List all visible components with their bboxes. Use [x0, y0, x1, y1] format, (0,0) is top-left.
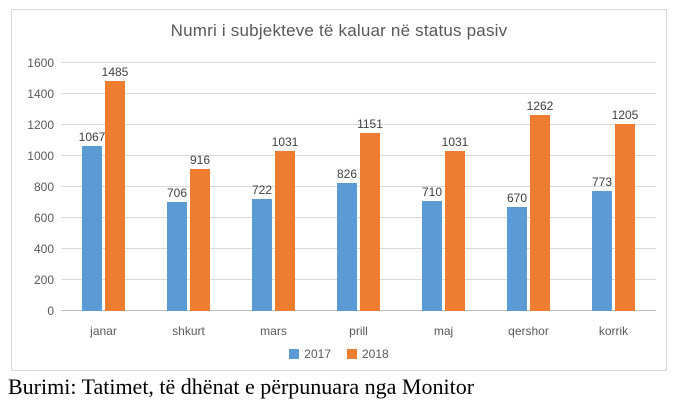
value-label: 722 [251, 183, 273, 198]
y-tick-label: 1200 [27, 118, 54, 132]
bar-group-qershor: 670 1262 [486, 63, 571, 311]
x-axis-label-korrik: korrik [598, 324, 629, 338]
bar-2017-qershor: 670 [507, 192, 527, 311]
y-tick-label: 600 [33, 211, 54, 225]
bar-2018-prill: 1151 [357, 118, 383, 311]
value-label: 1031 [271, 135, 299, 150]
value-label: 826 [336, 166, 358, 181]
bar-2017-prill: 826 [337, 168, 357, 311]
bar-group-shkurt: 706 916 [146, 63, 231, 311]
x-axis-labels: janar shkurt mars prill maj qershor korrik [61, 312, 656, 338]
value-label: 1262 [526, 99, 554, 114]
bar-2018-korrik: 1205 [612, 109, 638, 311]
legend: 2017 2018 [12, 347, 666, 361]
legend-swatch-icon [289, 349, 300, 359]
gridline [61, 124, 656, 125]
x-axis-label-maj: maj [433, 324, 454, 338]
bar-2018-qershor: 1262 [527, 100, 553, 311]
bar-2017-maj: 710 [422, 186, 442, 311]
source-caption: Burimi: Tatimet, të dhënat e përpunuara … [8, 374, 475, 399]
gridline [61, 217, 656, 218]
value-label: 1151 [357, 116, 383, 131]
y-tick-label: 800 [33, 180, 54, 194]
y-tick-label: 1400 [27, 87, 54, 101]
y-tick-label: 400 [33, 242, 54, 256]
bar-2017-shkurt: 706 [167, 187, 187, 311]
value-label: 916 [189, 153, 211, 168]
value-label: 670 [506, 191, 528, 206]
y-tick-label: 1000 [27, 149, 54, 163]
chart-box: Numri i subjekteve të kaluar në status p… [11, 9, 667, 371]
legend-item-2017: 2017 [289, 347, 331, 361]
bar-group-maj: 710 1031 [401, 63, 486, 311]
legend-label: 2018 [362, 347, 389, 361]
bar-group-mars: 722 1031 [231, 63, 316, 311]
chart-title: Numri i subjekteve të kaluar në status p… [170, 21, 508, 40]
gridline [61, 186, 656, 187]
bar-group-janar: 1067 1485 [61, 63, 146, 311]
bar-2017-mars: 722 [252, 184, 272, 311]
value-label: 773 [591, 175, 613, 190]
legend-item-2018: 2018 [347, 347, 389, 361]
bar-group-prill: 826 1151 [316, 63, 401, 311]
bar-2018-shkurt: 916 [190, 154, 210, 311]
x-axis-label-shkurt: shkurt [172, 324, 205, 338]
y-tick-label: 0 [47, 304, 54, 318]
value-label: 1485 [101, 64, 129, 79]
bar-2018-janar: 1485 [102, 66, 128, 311]
bar-2018-mars: 1031 [272, 136, 298, 311]
bar-group-korrik: 773 1205 [571, 63, 656, 311]
value-label: 1031 [441, 135, 469, 150]
value-label: 1067 [78, 129, 106, 144]
legend-label: 2017 [304, 347, 331, 361]
value-label: 706 [166, 185, 188, 200]
gridline [61, 248, 656, 249]
y-tick-label: 1600 [27, 56, 54, 70]
bar-groups: 1067 1485 706 916 722 1031 826 1151 710 1031 670 12… [61, 63, 656, 311]
gridline [61, 93, 656, 94]
x-axis-label-qershor: qershor [508, 324, 549, 338]
value-label: 1205 [611, 108, 639, 123]
x-axis-label-prill: prill [349, 324, 368, 338]
x-axis-label-janar: janar [90, 324, 117, 338]
gridline [61, 279, 656, 280]
gridline [61, 155, 656, 156]
y-tick-label: 200 [33, 273, 54, 287]
plot-area [61, 62, 656, 311]
y-axis-tick-labels: 0 200 400 600 800 1000 1200 1400 1600 [12, 57, 54, 317]
gridline [61, 62, 656, 63]
value-label: 710 [421, 184, 443, 199]
x-axis-label-mars: mars [260, 324, 287, 338]
bar-2018-maj: 1031 [442, 136, 468, 311]
x-axis-line [61, 310, 656, 311]
legend-swatch-icon [347, 349, 357, 359]
bar-2017-janar: 1067 [79, 131, 105, 311]
bar-2017-korrik: 773 [592, 176, 612, 311]
